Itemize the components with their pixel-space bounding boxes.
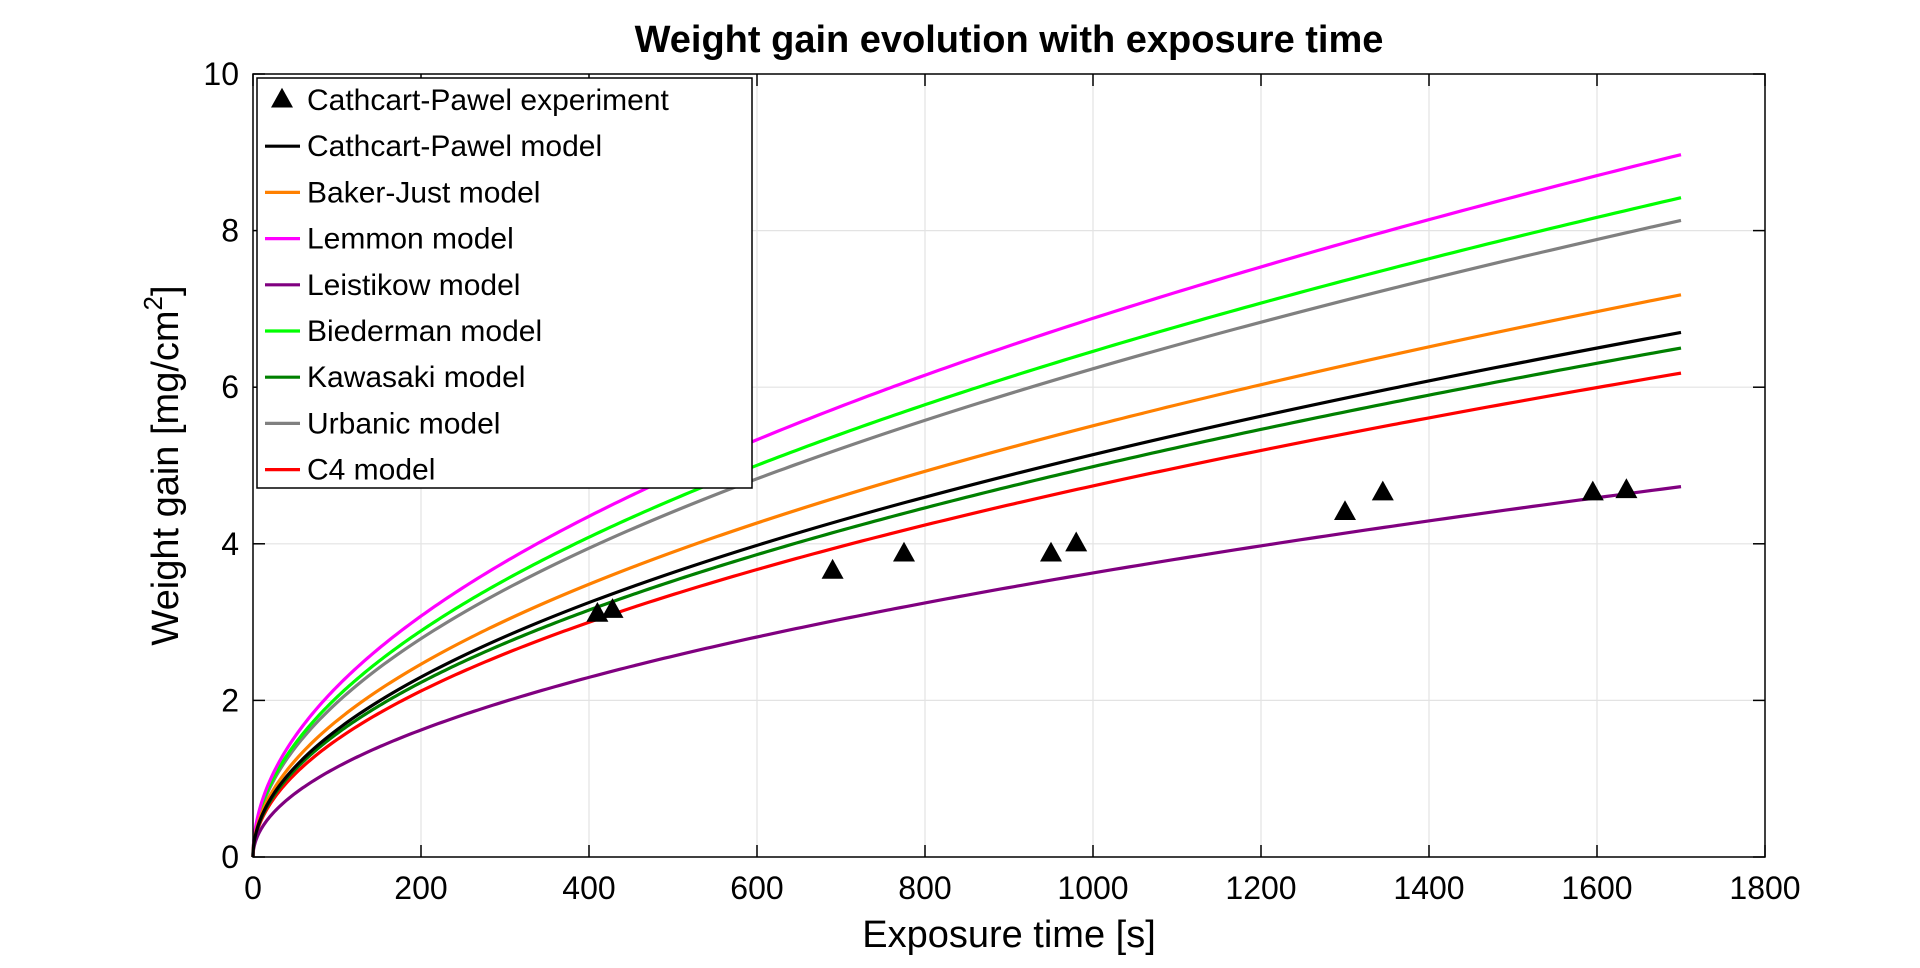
- x-tick-label: 1800: [1729, 870, 1800, 906]
- series-line-baker-just-model: [251, 293, 1682, 858]
- legend-label: Kawasaki model: [307, 361, 525, 394]
- chart-title: Weight gain evolution with exposure time: [635, 19, 1384, 61]
- experiment-point: [1615, 478, 1638, 499]
- series-layer: [251, 153, 1682, 858]
- y-tick-label: 4: [221, 526, 239, 562]
- x-tick-label: 200: [394, 870, 447, 906]
- series-line-biederman-model: [251, 196, 1682, 858]
- series-line-kawasaki-model: [251, 346, 1682, 858]
- x-tick-label: 1200: [1225, 870, 1296, 906]
- legend-label: C4 model: [307, 454, 435, 487]
- y-tick-label: 6: [221, 369, 239, 405]
- series-line-leistikow-model: [251, 485, 1682, 858]
- experiment-point: [1334, 500, 1356, 521]
- legend-label: Cathcart-Pawel model: [307, 130, 602, 163]
- x-tick-label: 0: [244, 870, 262, 906]
- legend-marker: [271, 87, 293, 108]
- y-axis-label: Weight gain [mg/cm2]: [138, 285, 187, 645]
- experiment-point: [1040, 541, 1062, 562]
- experiment-point: [1581, 480, 1604, 501]
- axis-ticks: 0 200 400 600 800 1000 1200 1400 1600 1800 0 2 4 6 8 10: [203, 56, 1800, 906]
- legend-label: Baker-Just model: [307, 176, 540, 209]
- experiment-point: [1065, 531, 1088, 552]
- experiment-point: [601, 598, 624, 618]
- experiment-point: [1371, 480, 1394, 501]
- y-tick-label: 8: [221, 213, 239, 249]
- legend-label: Biederman model: [307, 315, 542, 348]
- legend-label: Lemmon model: [307, 223, 514, 256]
- legend-label: Leistikow model: [307, 269, 520, 302]
- series-line-lemmon-model: [251, 153, 1682, 858]
- y-tick-label: 0: [221, 839, 239, 875]
- grid-lines: [253, 74, 1765, 857]
- plot-frame: [252, 73, 1766, 858]
- y-axis-label-main: Weight gain [mg/cm: [145, 310, 187, 645]
- series-line-urbanic-model: [251, 218, 1682, 858]
- x-tick-label: 800: [898, 870, 951, 906]
- y-tick-label: 10: [203, 56, 239, 92]
- series-line-cathcart-pawel-model: [251, 330, 1682, 858]
- y-tick-label: 2: [221, 682, 239, 718]
- experiment-point: [893, 541, 915, 562]
- x-tick-label: 400: [562, 870, 615, 906]
- x-tick-label: 600: [730, 870, 783, 906]
- x-axis-label: Exposure time [s]: [862, 914, 1156, 956]
- experiment-point: [821, 558, 844, 579]
- x-tick-label: 1000: [1057, 870, 1128, 906]
- legend: Cathcart-Pawel experiment Cathcart-Pawel …: [256, 77, 753, 489]
- legend-box: [256, 77, 753, 489]
- x-tick-label: 1600: [1561, 870, 1632, 906]
- legend-label: Cathcart-Pawel experiment: [307, 84, 669, 117]
- x-tick-label: 1400: [1393, 870, 1464, 906]
- legend-label: Urbanic model: [307, 407, 500, 440]
- y-axis-label-suffix: ]: [145, 285, 187, 296]
- y-axis-label-superscript: 2: [138, 296, 168, 310]
